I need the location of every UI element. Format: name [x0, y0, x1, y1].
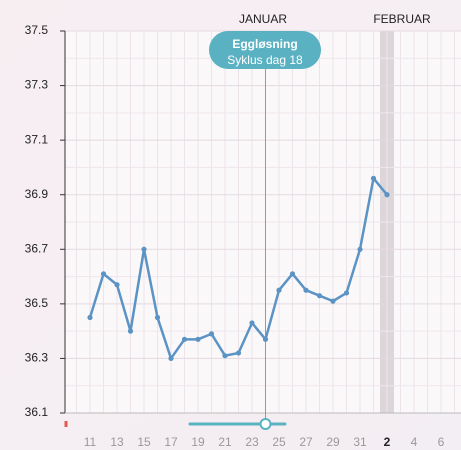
y-tick-label: 36.7	[25, 241, 49, 255]
temperature-point	[100, 271, 107, 277]
temperature-point	[222, 353, 228, 359]
ovulation-subtitle: Syklus dag 18	[227, 53, 303, 67]
x-tick-label: 15	[137, 435, 151, 449]
month-label: JANUAR	[239, 12, 287, 26]
y-tick-label: 36.1	[25, 405, 49, 419]
temperature-point	[168, 355, 174, 362]
temperature-point	[276, 287, 282, 293]
temperature-point	[357, 246, 363, 252]
x-tick-label: 6	[438, 435, 445, 449]
temperature-point	[87, 314, 93, 321]
x-tick-label: 31	[353, 435, 367, 449]
x-tick-label: 23	[245, 435, 259, 449]
temperature-point	[303, 287, 309, 293]
x-tick-label: 13	[110, 435, 124, 449]
temperature-point	[262, 336, 269, 342]
temperature-point	[127, 328, 134, 334]
x-tick-label: 19	[191, 435, 205, 449]
temperature-point	[370, 175, 377, 181]
temperature-point	[154, 314, 161, 321]
x-tick-label: 11	[84, 435, 97, 449]
x-tick-label: 2	[384, 435, 391, 449]
temperature-point	[114, 282, 120, 288]
ovulation-title: Eggløsning	[232, 37, 297, 51]
temperature-point	[195, 336, 201, 342]
x-tick-label: 21	[218, 435, 232, 449]
y-tick-label: 36.3	[25, 351, 49, 365]
x-tick-label: 29	[326, 435, 340, 449]
x-tick-label: 4	[411, 435, 418, 449]
temperature-point	[343, 290, 350, 296]
y-tick-label: 37.1	[25, 132, 49, 146]
temperature-point	[289, 271, 296, 277]
x-tick-label: 25	[272, 435, 286, 449]
temperature-point	[141, 246, 147, 252]
temperature-point	[330, 298, 336, 304]
temperature-point	[235, 350, 242, 356]
y-tick-label: 36.5	[25, 296, 49, 310]
x-tick-label: 17	[164, 435, 178, 449]
y-tick-label: 36.9	[25, 187, 49, 201]
temperature-point	[384, 192, 390, 198]
temperature-point	[208, 331, 215, 337]
temperature-point	[316, 293, 323, 299]
ovulation-badge	[209, 31, 321, 69]
y-tick-label: 37.3	[25, 78, 49, 92]
temperature-point	[181, 336, 188, 342]
x-tick-label: 27	[299, 435, 313, 449]
temperature-point	[249, 320, 255, 326]
month-label: FEBRUAR	[373, 12, 431, 26]
y-tick-label: 37.5	[25, 23, 49, 37]
scrubber-handle	[259, 418, 272, 430]
